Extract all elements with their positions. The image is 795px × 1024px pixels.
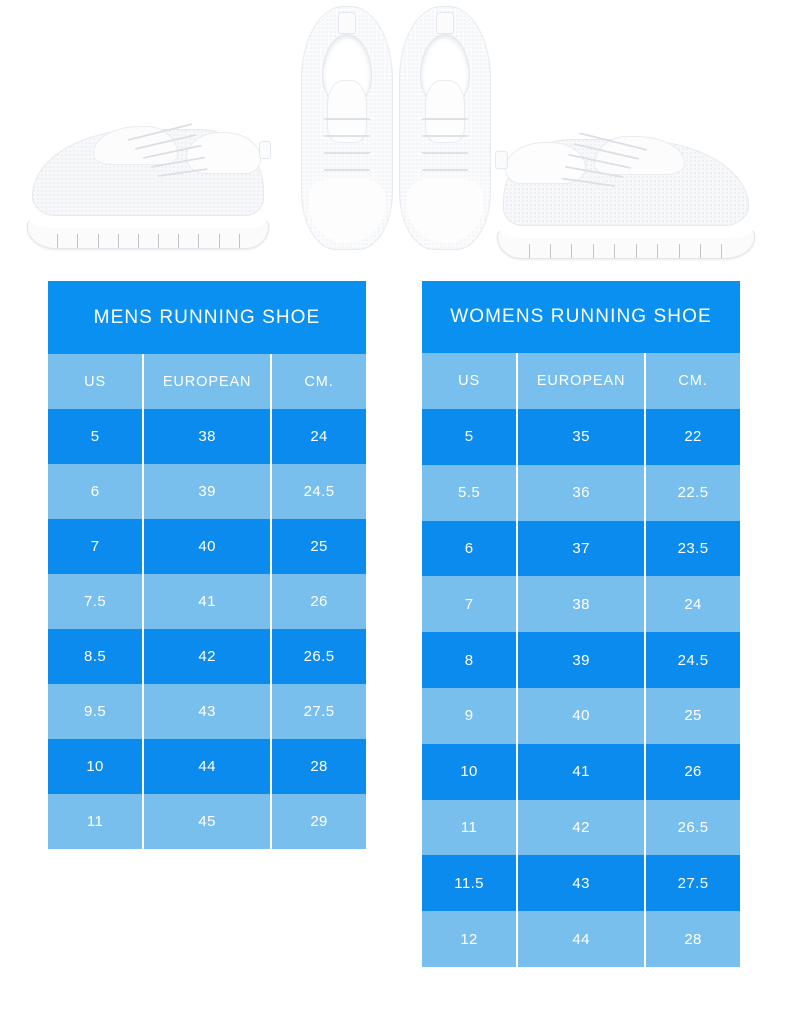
mens-cell-european: 42 — [142, 629, 273, 684]
womens-cell-european: 37 — [516, 520, 647, 577]
womens-size-table: WOMENS RUNNING SHOE US EUROPEAN CM. 5 35 2… — [422, 281, 740, 967]
mens-cell-cm: 26 — [310, 593, 328, 610]
mens-cell-european: 38 — [142, 409, 273, 464]
table-row: 7 38 24 — [422, 576, 740, 633]
table-row: 9.5 43 27.5 — [48, 684, 366, 739]
shoe-side-view-left-slot — [22, 108, 274, 258]
mens-cell-us: 5 — [90, 428, 100, 445]
table-row: 5 38 24 — [48, 409, 366, 464]
womens-cell-us: 11.5 — [454, 874, 484, 892]
table-row: 12 44 28 — [422, 911, 740, 967]
womens-cell-european: 40 — [516, 687, 647, 744]
table-row: 11.5 43 27.5 — [422, 855, 740, 912]
mens-cell-us: 7.5 — [84, 593, 107, 610]
mens-cell-us: 9.5 — [84, 703, 107, 720]
table-row: 10 44 28 — [48, 739, 366, 794]
shoe-side-view-right-slot — [492, 118, 760, 268]
womens-column-header-us: US — [458, 373, 481, 389]
mens-column-header-row: US EUROPEAN CM. — [48, 354, 366, 409]
mens-cell-us: 10 — [86, 758, 104, 775]
shoe-top-view-pair-slot — [296, 6, 496, 250]
top-view-shoe-left — [301, 6, 393, 250]
table-row: 10 41 26 — [422, 743, 740, 800]
womens-column-header-row: US EUROPEAN CM. — [422, 353, 740, 409]
running-shoe-side-view-right-facing-icon — [22, 108, 274, 258]
womens-cell-cm: 22.5 — [677, 484, 709, 502]
womens-table-body: 5 35 22 5.5 36 22.5 6 37 23.5 7 38 24 8 39 24.5 9 40 25 10… — [422, 409, 740, 967]
womens-cell-us: 5 — [464, 428, 474, 446]
mens-cell-cm: 29 — [310, 813, 328, 830]
womens-cell-us: 6 — [464, 539, 474, 557]
womens-cell-european: 38 — [516, 576, 647, 633]
womens-cell-cm: 24 — [684, 595, 702, 613]
mens-cell-cm: 28 — [310, 758, 328, 775]
womens-column-header-european: EUROPEAN — [516, 353, 647, 409]
top-view-shoe-right — [399, 6, 491, 250]
table-row: 5 35 22 — [422, 409, 740, 465]
table-row: 8 39 24.5 — [422, 632, 740, 688]
table-row: 9 40 25 — [422, 687, 740, 744]
table-row: 7.5 41 26 — [48, 574, 366, 629]
mens-cell-cm: 26.5 — [303, 648, 335, 665]
womens-cell-us: 8 — [464, 651, 474, 669]
womens-cell-european: 36 — [516, 464, 647, 521]
womens-cell-cm: 27.5 — [677, 874, 709, 892]
product-image-band — [0, 0, 795, 272]
womens-cell-us: 12 — [460, 930, 478, 948]
womens-cell-cm: 22 — [684, 428, 702, 446]
womens-cell-european: 39 — [516, 632, 647, 688]
mens-cell-us: 7 — [90, 538, 100, 555]
mens-table-body: 5 38 24 6 39 24.5 7 40 25 7.5 41 26 8.5 42 26.5 9.5 43 27… — [48, 409, 366, 849]
womens-cell-cm: 26.5 — [677, 818, 709, 836]
table-row: 11 45 29 — [48, 794, 366, 849]
mens-cell-european: 40 — [142, 519, 273, 574]
running-shoe-side-view-left-facing-icon — [492, 118, 760, 268]
mens-table-title: MENS RUNNING SHOE — [48, 281, 366, 354]
mens-cell-us: 8.5 — [84, 648, 107, 665]
womens-cell-european: 43 — [516, 855, 647, 912]
womens-cell-cm: 25 — [684, 707, 702, 725]
running-shoe-pair-top-view-icon — [296, 6, 496, 250]
mens-column-header-european: EUROPEAN — [142, 354, 273, 409]
mens-cell-cm: 25 — [310, 538, 328, 555]
table-row: 7 40 25 — [48, 519, 366, 574]
womens-cell-european: 41 — [516, 743, 647, 800]
womens-cell-us: 7 — [464, 595, 474, 613]
womens-cell-us: 10 — [460, 763, 478, 781]
table-row: 6 37 23.5 — [422, 520, 740, 577]
womens-cell-european: 42 — [516, 799, 647, 856]
womens-cell-cm: 28 — [684, 930, 702, 948]
womens-cell-cm: 24.5 — [677, 651, 709, 669]
mens-cell-us: 6 — [90, 483, 100, 500]
womens-cell-us: 11 — [460, 818, 478, 836]
mens-cell-us: 11 — [86, 813, 104, 830]
womens-cell-cm: 23.5 — [677, 539, 709, 557]
mens-column-header-us: US — [84, 373, 107, 390]
womens-table-title: WOMENS RUNNING SHOE — [422, 281, 740, 353]
womens-column-header-cm: CM. — [678, 373, 708, 389]
mens-cell-european: 45 — [142, 794, 273, 849]
womens-cell-us: 5.5 — [458, 484, 481, 502]
table-row: 5.5 36 22.5 — [422, 464, 740, 521]
womens-cell-cm: 26 — [684, 763, 702, 781]
table-row: 11 42 26.5 — [422, 799, 740, 856]
mens-cell-european: 43 — [142, 684, 273, 739]
womens-cell-us: 9 — [464, 707, 474, 725]
mens-cell-european: 41 — [142, 574, 273, 629]
mens-cell-cm: 27.5 — [303, 703, 335, 720]
mens-cell-european: 44 — [142, 739, 273, 794]
mens-cell-cm: 24.5 — [303, 483, 335, 500]
womens-cell-european: 35 — [516, 409, 647, 465]
mens-cell-european: 39 — [142, 464, 273, 519]
table-row: 8.5 42 26.5 — [48, 629, 366, 684]
mens-cell-cm: 24 — [310, 428, 328, 445]
table-row: 6 39 24.5 — [48, 464, 366, 519]
mens-size-table: MENS RUNNING SHOE US EUROPEAN CM. 5 38 24 6… — [48, 281, 366, 849]
womens-cell-european: 44 — [516, 911, 647, 967]
mens-column-header-cm: CM. — [304, 373, 334, 390]
